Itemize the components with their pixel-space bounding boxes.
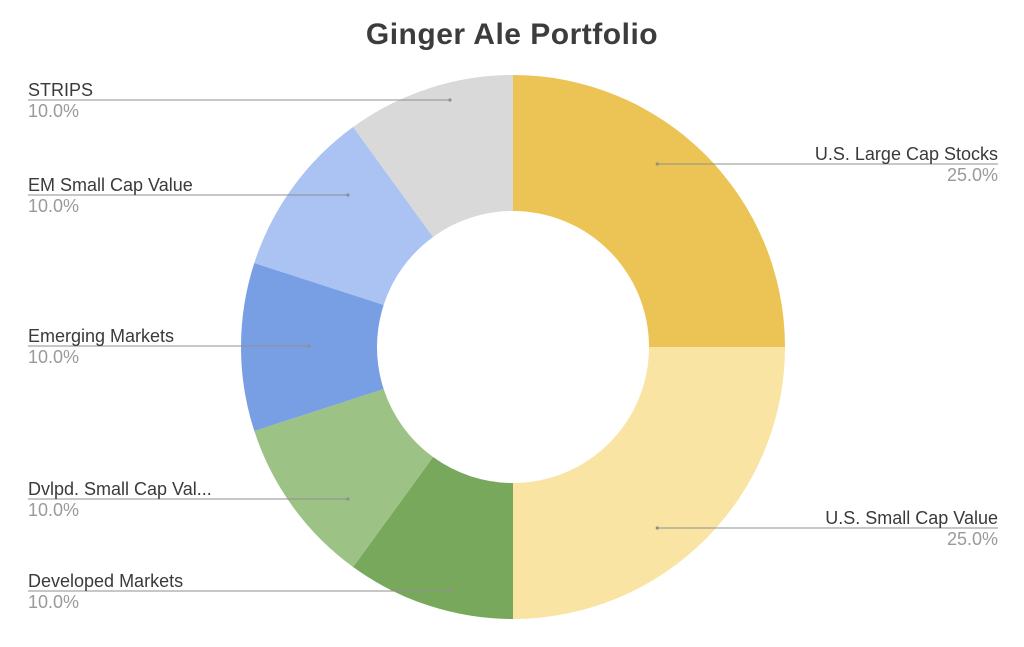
slice-percent: 25.0% [947,529,998,549]
slice-strips[interactable] [353,75,513,237]
slice-emerging-markets[interactable] [241,262,384,432]
slice-label: Dvlpd. Small Cap Val... [28,479,212,499]
slice-label: Emerging Markets [28,326,174,346]
slice-percent: 10.0% [28,101,79,121]
slice-label: EM Small Cap Value [28,175,193,195]
slice-percent: 10.0% [28,347,79,367]
leader-dot [346,497,350,501]
slice-label: U.S. Large Cap Stocks [815,144,998,164]
chart-title: Ginger Ale Portfolio [365,18,659,51]
slice-percent: 10.0% [28,500,79,520]
leader-dot [448,98,452,102]
leader-dot [655,162,659,166]
slice-em-small-cap-value[interactable] [254,126,434,305]
slice-dvlpd-small-cap-val[interactable] [254,389,434,568]
leader-dot [655,526,659,530]
leader-dot [307,344,311,348]
slice-label: U.S. Small Cap Value [825,508,998,528]
slices-layer [241,75,785,619]
slice-u-s-large-cap-stocks[interactable] [513,75,785,347]
slice-percent: 10.0% [28,196,79,216]
slice-percent: 25.0% [947,165,998,185]
slice-percent: 10.0% [28,592,79,612]
slice-label: Developed Markets [28,571,183,591]
leader-dot [448,589,452,593]
leader-dot [346,193,350,197]
slice-label: STRIPS [28,80,93,100]
slice-u-s-small-cap-value[interactable] [513,347,785,619]
slice-developed-markets[interactable] [353,457,513,619]
label-dvlpd-small-cap-val: Dvlpd. Small Cap Val...10.0% [28,479,350,520]
